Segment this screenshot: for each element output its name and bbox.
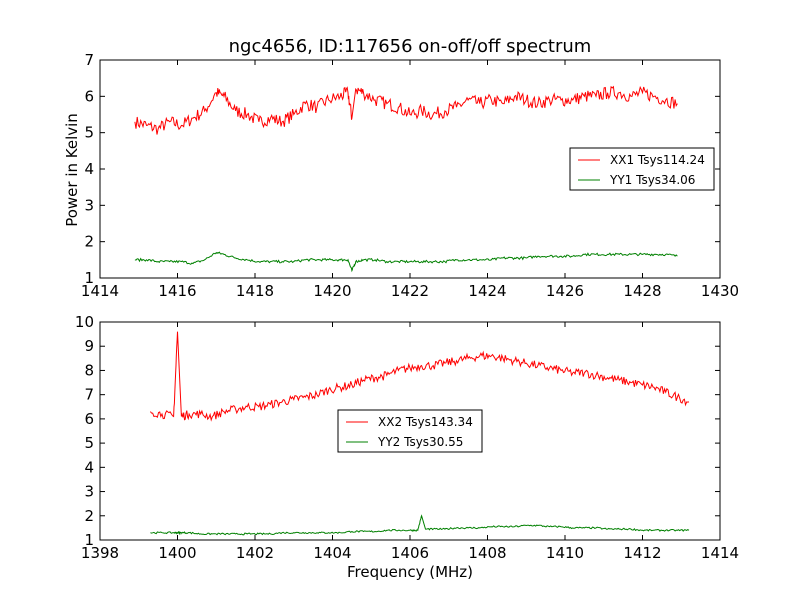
legend-entry: XX2 Tsys143.34 — [378, 415, 473, 429]
x-tick-label: 1414 — [81, 282, 119, 300]
x-tick-label: 1420 — [313, 282, 351, 300]
x-tick-label: 1406 — [391, 544, 429, 562]
y-tick-label: 5 — [84, 434, 94, 452]
x-axis-label: Frequency (MHz) — [347, 563, 473, 581]
y-tick-label: 5 — [84, 124, 94, 142]
y-tick-label: 6 — [84, 410, 94, 428]
y-tick-label: 10 — [75, 313, 94, 331]
y-tick-label: 7 — [84, 51, 94, 69]
x-tick-label: 1418 — [236, 282, 274, 300]
legend-box — [337, 409, 483, 453]
x-tick-label: 1416 — [158, 282, 196, 300]
x-tick-label: 1400 — [158, 544, 196, 562]
x-tick-label: 1428 — [623, 282, 661, 300]
x-tick-label: 1424 — [468, 282, 506, 300]
y-tick-label: 9 — [84, 337, 94, 355]
chart-panel-1: 1414 1416 1418 1420 1422 1424 1426 1428 1430 1 2 3 4… — [81, 51, 739, 300]
y-tick-label: 4 — [84, 458, 94, 476]
x-tick-label: 1402 — [236, 544, 274, 562]
series-line-yy2 — [150, 514, 690, 536]
x-tick-label: 1414 — [701, 544, 739, 562]
x-tick-label: 1408 — [468, 544, 506, 562]
chart-title: ngc4656, ID:117656 on-off/off spectrum — [229, 36, 592, 57]
legend: XX2 Tsys143.34 YY2 Tsys30.55 — [337, 409, 483, 453]
x-tick-label: 1426 — [546, 282, 584, 300]
y-tick-label: 8 — [84, 361, 94, 379]
x-tick-label: 1398 — [81, 544, 119, 562]
y-tick-label: 6 — [84, 87, 94, 105]
y-tick-label: 1 — [84, 269, 94, 287]
x-tick-label: 1430 — [701, 282, 739, 300]
y-tick-label: 7 — [84, 386, 94, 404]
y-tick-label: 2 — [84, 233, 94, 251]
legend-entry: YY2 Tsys30.55 — [377, 435, 463, 449]
series-line-xx2 — [150, 331, 690, 422]
y-tick-label: 4 — [84, 160, 94, 178]
series-line-yy1 — [134, 251, 678, 273]
y-tick-label: 3 — [84, 196, 94, 214]
legend-box — [569, 147, 715, 191]
y-tick-label: 3 — [84, 483, 94, 501]
y-tick-label: 1 — [84, 531, 94, 549]
x-tick-label: 1412 — [623, 544, 661, 562]
series-line-xx1 — [134, 85, 678, 135]
x-tick-label: 1404 — [313, 544, 351, 562]
legend-entry: YY1 Tsys34.06 — [609, 173, 695, 187]
chart-panel-2: 1398 1400 1402 1404 1406 1408 1410 1412 1414 1 2 3 4… — [75, 313, 739, 562]
legend-entry: XX1 Tsys114.24 — [610, 153, 705, 167]
y-axis-label: Power in Kelvin — [63, 113, 81, 227]
y-tick-label: 2 — [84, 507, 94, 525]
legend: XX1 Tsys114.24 YY1 Tsys34.06 — [569, 147, 715, 191]
x-tick-label: 1410 — [546, 544, 584, 562]
x-tick-label: 1422 — [391, 282, 429, 300]
